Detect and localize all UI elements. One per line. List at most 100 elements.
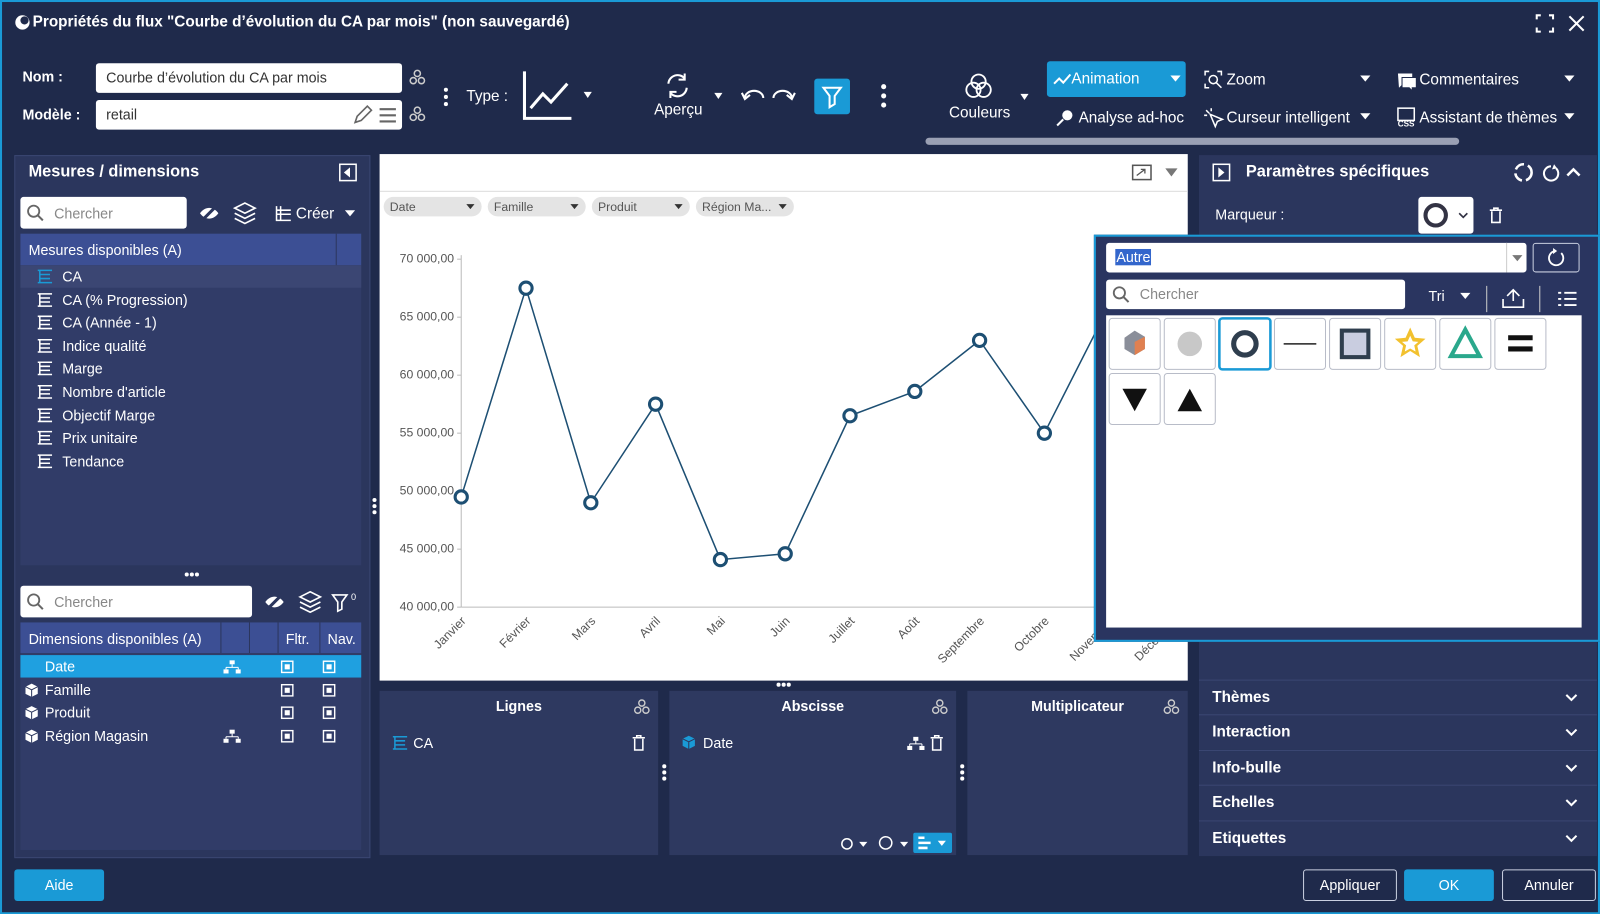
colors-icon[interactable]	[961, 71, 1032, 102]
dropdown-arrows[interactable]	[1563, 73, 1575, 124]
dimension-icon	[25, 683, 38, 697]
zoom-label[interactable]: Zoom	[1226, 71, 1266, 89]
splitter[interactable]	[370, 497, 378, 515]
measure-item[interactable]: CA (% Progression)	[20, 288, 361, 310]
measure-item[interactable]: Indice qualité	[20, 334, 361, 356]
animation-button[interactable]: Animation	[1046, 61, 1186, 97]
window-controls[interactable]	[1535, 13, 1588, 33]
dimension-item[interactable]: Famille	[20, 678, 361, 700]
measure-item[interactable]: Marge	[20, 358, 361, 380]
section-title: Thèmes	[1212, 688, 1271, 707]
measure-item[interactable]: CA	[20, 265, 362, 288]
splitter[interactable]	[184, 571, 200, 577]
filter-chip[interactable]: Date	[383, 196, 482, 217]
right-panel-tools[interactable]	[1512, 161, 1583, 183]
create-icon	[275, 206, 291, 222]
expand-panel[interactable]	[1212, 163, 1231, 182]
section-header[interactable]: Etiquettes	[1198, 819, 1597, 856]
name-input[interactable]: Courbe d’évolution du CA par mois	[95, 63, 403, 93]
dropdown-arrows[interactable]	[1359, 73, 1371, 124]
dimension-item[interactable]: Région Magasin	[20, 725, 361, 747]
sort-label[interactable]: Tri	[1428, 287, 1445, 305]
marker-type-select[interactable]: Autre	[1106, 242, 1527, 273]
popup-tools[interactable]	[1458, 285, 1580, 313]
splitter[interactable]	[660, 763, 668, 781]
adhoc-label[interactable]: Analyse ad-hoc	[1078, 109, 1185, 127]
measure-icon	[37, 384, 53, 399]
model-input[interactable]: retail	[95, 99, 403, 130]
marker-options[interactable]	[1106, 315, 1582, 627]
measure-icon	[37, 292, 53, 307]
filter-chip-label: Produit	[597, 199, 637, 215]
splitter[interactable]	[776, 682, 792, 688]
column-header: Dimensions disponibles (A)	[28, 630, 202, 647]
marker-search[interactable]: Chercher	[1106, 279, 1406, 310]
theme-assistant-label[interactable]: Assistant de thèmes	[1419, 109, 1558, 127]
help-button[interactable]: Aide	[14, 869, 105, 902]
measure-item[interactable]: CA (Année - 1)	[20, 311, 361, 333]
search-placeholder: Chercher	[1139, 285, 1199, 303]
preview-label[interactable]: Aperçu	[654, 101, 703, 119]
hierarchy-icon	[223, 660, 241, 674]
filter-chip[interactable]: Produit	[591, 196, 690, 217]
x-tick-label: Mai	[704, 614, 728, 638]
header-divider	[335, 233, 337, 266]
delete-marker[interactable]	[1488, 206, 1504, 224]
apply-button[interactable]: Appliquer	[1303, 869, 1397, 902]
preview-icon[interactable]	[663, 71, 730, 100]
chart-header-tools[interactable]	[1131, 162, 1182, 182]
app-icon	[15, 15, 30, 30]
window-title: Propriétés du flux "Courbe d’évolution d…	[32, 13, 570, 31]
toolbar-scrollbar[interactable]	[925, 137, 1460, 145]
dimension-item[interactable]: Date	[20, 655, 362, 678]
axis-options[interactable]	[839, 832, 953, 854]
measure-item[interactable]: Prix unitaire	[20, 427, 361, 449]
measure-search[interactable]: Chercher	[20, 196, 187, 229]
toolbar-side-icons[interactable]	[408, 67, 453, 126]
measure-tools[interactable]	[198, 202, 261, 225]
measure-item[interactable]: Tendance	[20, 450, 361, 472]
expand-arrow	[1565, 764, 1578, 772]
filter-chip[interactable]: Famille	[487, 196, 586, 217]
filter-toggle[interactable]	[814, 78, 850, 115]
create-label[interactable]: Créer	[295, 205, 335, 223]
section-header[interactable]: Thèmes	[1198, 679, 1597, 716]
dropdown-arrow	[1512, 255, 1523, 262]
marker	[907, 383, 923, 400]
item-icon	[392, 735, 408, 750]
filter-icon	[821, 86, 843, 109]
dimension-item[interactable]: Produit	[20, 701, 361, 723]
measure-label: Marge	[62, 360, 103, 377]
undo-redo[interactable]	[739, 84, 804, 111]
left-panel-title: Mesures / dimensions	[28, 163, 200, 181]
dropdown-arrow[interactable]	[344, 208, 356, 218]
section-header[interactable]: Interaction	[1198, 714, 1597, 751]
measure-icon	[37, 408, 53, 422]
marker-picker[interactable]	[1418, 196, 1474, 234]
collapse-panel[interactable]	[339, 163, 357, 182]
dimension-search[interactable]: Chercher	[20, 585, 253, 618]
search-icon	[27, 593, 44, 610]
colors-label[interactable]: Couleurs	[948, 104, 1011, 122]
measure-icon	[37, 269, 53, 284]
measure-item[interactable]: Nombre d'article	[20, 381, 361, 403]
y-tick-label: 50 000,00	[400, 483, 455, 497]
comments-label[interactable]: Commentaires	[1419, 71, 1519, 89]
measure-item[interactable]: Objectif Marge	[20, 404, 361, 426]
expand-arrow	[1565, 729, 1578, 737]
splitter[interactable]	[958, 763, 966, 781]
more-menu[interactable]	[878, 82, 890, 113]
animation-icon	[1053, 73, 1072, 85]
dimension-tools[interactable]	[263, 590, 357, 614]
zone-item[interactable]: CA	[380, 732, 659, 754]
reset-button[interactable]	[1532, 242, 1580, 273]
zone-item[interactable]: Date	[669, 732, 956, 754]
cancel-button[interactable]: Annuler	[1502, 869, 1596, 902]
cursor-label[interactable]: Curseur intelligent	[1226, 109, 1350, 127]
section-header[interactable]: Echelles	[1198, 784, 1597, 821]
filter-chip[interactable]: Région Ma...	[695, 196, 794, 217]
ok-button[interactable]: OK	[1404, 869, 1494, 902]
section-header[interactable]: Info-bulle	[1198, 749, 1597, 786]
zone-item-label: Date	[703, 734, 734, 752]
chart-type-picker[interactable]	[520, 69, 596, 122]
